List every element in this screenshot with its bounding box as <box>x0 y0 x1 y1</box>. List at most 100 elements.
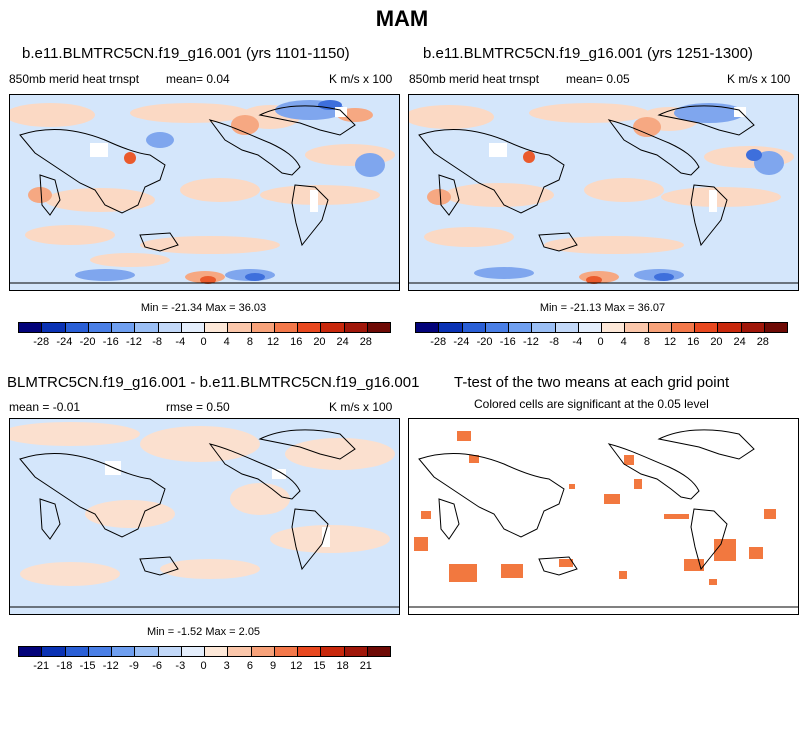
panel3-map <box>9 418 400 615</box>
colorbar-tick-label: -4 <box>572 336 583 348</box>
colorbar-tick-label: 15 <box>313 660 326 672</box>
colorbar-swatch <box>65 323 89 332</box>
colorbar-swatch <box>135 647 159 656</box>
colorbar-tick-label: -3 <box>175 660 186 672</box>
colorbar-tick-label: -4 <box>175 336 186 348</box>
colorbar-swatch <box>298 647 322 656</box>
panel1-minmax: Min = -21.34 Max = 36.03 <box>140 302 267 314</box>
colorbar-tick-label: 16 <box>687 336 700 348</box>
panel2-units-label: K m/s x 100 <box>727 72 791 86</box>
colorbar-swatch <box>88 647 112 656</box>
panel1-colorbar <box>18 322 391 333</box>
colorbar-tick-label: 21 <box>359 660 372 672</box>
panel1-colorbar-ticks: -28 -24 -20 -16 -12 -8 -4 0 4 8 12 16 20 24 28 <box>18 336 389 350</box>
colorbar-tick-label: -8 <box>549 336 560 348</box>
panel2-title: b.e11.BLMTRC5CN.f19_g16.001 (yrs 1251-13… <box>423 45 753 62</box>
colorbar-tick-label: -16 <box>499 336 516 348</box>
panel1-map <box>9 94 400 291</box>
figure-title: MAM <box>375 6 429 31</box>
panel4-subtitle: Colored cells are significant at the 0.0… <box>474 397 709 411</box>
panel2-mean-label: mean= 0.05 <box>566 72 630 86</box>
colorbar-swatch <box>19 647 43 656</box>
colorbar-tick-label: -12 <box>522 336 539 348</box>
colorbar-tick-label: 4 <box>620 336 627 348</box>
colorbar-tick-label: 0 <box>597 336 604 348</box>
colorbar-tick-label: -28 <box>430 336 447 348</box>
colorbar-tick-label: 12 <box>290 660 303 672</box>
colorbar-swatch <box>274 647 298 656</box>
colorbar-swatch <box>321 647 345 656</box>
colorbar-tick-label: 28 <box>756 336 769 348</box>
panel3-units-label: K m/s x 100 <box>329 400 393 414</box>
colorbar-swatch <box>112 323 136 332</box>
panel3-rmse-label: rmse = 0.50 <box>166 400 230 414</box>
colorbar-swatch <box>602 323 626 332</box>
colorbar-swatch <box>439 323 463 332</box>
colorbar-swatch <box>274 323 298 332</box>
colorbar-swatch <box>158 323 182 332</box>
panel1-map-field <box>10 95 399 290</box>
colorbar-tick-label: -24 <box>56 336 73 348</box>
colorbar-tick-label: -15 <box>79 660 96 672</box>
colorbar-swatch <box>578 323 602 332</box>
colorbar-tick-label: -28 <box>33 336 50 348</box>
panel3-colorbar-ticks: -21 -18 -15 -12 -9 -6 -3 0 3 6 9 12 15 18 21 <box>18 660 389 674</box>
colorbar-swatch <box>321 323 345 332</box>
colorbar-tick-label: -16 <box>102 336 119 348</box>
colorbar-swatch <box>112 647 136 656</box>
panel2-variable-label: 850mb merid heat trnspt <box>409 72 540 86</box>
panel3-mean-label: mean = -0.01 <box>9 400 81 414</box>
colorbar-tick-label: 16 <box>290 336 303 348</box>
colorbar-swatch <box>251 323 275 332</box>
colorbar-swatch <box>741 323 765 332</box>
colorbar-swatch <box>205 647 229 656</box>
colorbar-swatch <box>416 323 440 332</box>
colorbar-swatch <box>485 323 509 332</box>
colorbar-tick-label: -12 <box>125 336 142 348</box>
colorbar-tick-label: 28 <box>359 336 372 348</box>
colorbar-swatch <box>532 323 556 332</box>
colorbar-tick-label: 24 <box>733 336 746 348</box>
panel2-minmax: Min = -21.13 Max = 36.07 <box>539 302 666 314</box>
colorbar-swatch <box>695 323 719 332</box>
panel2-map-field <box>409 95 798 290</box>
panel3-minmax: Min = -1.52 Max = 2.05 <box>146 626 261 638</box>
colorbar-swatch <box>298 323 322 332</box>
colorbar-swatch <box>181 647 205 656</box>
colorbar-tick-label: 3 <box>223 660 230 672</box>
colorbar-tick-label: 18 <box>336 660 349 672</box>
colorbar-tick-label: -21 <box>33 660 50 672</box>
panel1-variable-label: 850mb merid heat trnspt <box>9 72 140 86</box>
colorbar-swatch <box>509 323 533 332</box>
colorbar-swatch <box>344 647 368 656</box>
panel1-title: b.e11.BLMTRC5CN.f19_g16.001 (yrs 1101-11… <box>22 45 350 62</box>
colorbar-swatch <box>205 323 229 332</box>
panel3-colorbar <box>18 646 391 657</box>
colorbar-swatch <box>555 323 579 332</box>
panel4-map <box>408 418 799 615</box>
colorbar-tick-label: 0 <box>200 660 207 672</box>
colorbar-tick-label: 4 <box>223 336 230 348</box>
colorbar-tick-label: -18 <box>56 660 73 672</box>
colorbar-tick-label: 12 <box>663 336 677 348</box>
colorbar-swatch <box>344 323 368 332</box>
colorbar-tick-label: -12 <box>102 660 119 672</box>
colorbar-swatch <box>671 323 695 332</box>
panel1-units-label: K m/s x 100 <box>329 72 393 86</box>
colorbar-tick-label: -6 <box>152 660 163 672</box>
colorbar-tick-label: 0 <box>200 336 207 348</box>
colorbar-tick-label: -20 <box>79 336 96 348</box>
panel3-title: BLMTRC5CN.f19_g16.001 - b.e11.BLMTRC5CN.… <box>7 374 420 391</box>
colorbar-swatch <box>764 323 787 332</box>
panel1-mean-label: mean= 0.04 <box>166 72 230 86</box>
colorbar-swatch <box>367 323 390 332</box>
colorbar-swatch <box>367 647 390 656</box>
colorbar-swatch <box>718 323 742 332</box>
colorbar-swatch <box>158 647 182 656</box>
colorbar-swatch <box>228 647 252 656</box>
colorbar-swatch <box>462 323 486 332</box>
colorbar-tick-label: 12 <box>266 336 280 348</box>
colorbar-swatch <box>228 323 252 332</box>
colorbar-tick-label: 9 <box>270 660 277 672</box>
colorbar-swatch <box>181 323 205 332</box>
